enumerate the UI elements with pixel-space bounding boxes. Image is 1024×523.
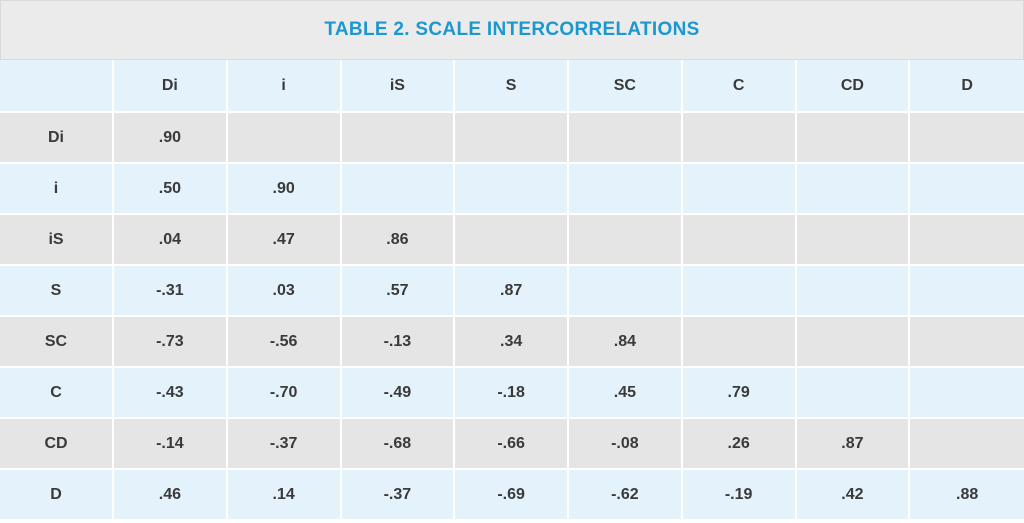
- table-cell: [569, 113, 683, 164]
- table-row: Di .90: [0, 113, 1024, 164]
- column-header-is: iS: [341, 60, 456, 113]
- column-header-sc: SC: [569, 60, 683, 113]
- table-cell: -.66: [455, 419, 569, 470]
- table-cell: -.62: [569, 470, 683, 521]
- column-header-row: Di i iS S SC C CD D: [0, 60, 1024, 113]
- table-cell: [682, 113, 797, 164]
- table-cell: -.08: [569, 419, 683, 470]
- table-cell: .90: [114, 113, 228, 164]
- table-cell: [341, 164, 456, 215]
- table-cell: -.31: [114, 266, 228, 317]
- row-header: i: [0, 164, 114, 215]
- table-cell: [910, 317, 1024, 368]
- table-cell: [910, 368, 1024, 419]
- table-cell: .03: [227, 266, 342, 317]
- row-header: Di: [0, 113, 114, 164]
- table-cell: [682, 317, 797, 368]
- table-cell: [227, 113, 342, 164]
- table-cell: [455, 113, 569, 164]
- table-row: S -.31.03.57.87: [0, 266, 1024, 317]
- table-cell: .57: [341, 266, 456, 317]
- table-cell: [569, 266, 683, 317]
- table-row: i .50.90: [0, 164, 1024, 215]
- table-cell: [796, 113, 911, 164]
- table-cell: -.37: [227, 419, 342, 470]
- table-cell: [796, 164, 911, 215]
- row-header: iS: [0, 215, 114, 266]
- table-cell: [796, 266, 911, 317]
- table-cell: -.70: [227, 368, 342, 419]
- table-cell: .14: [227, 470, 342, 521]
- table-cell: .87: [455, 266, 569, 317]
- table-cell: .47: [227, 215, 342, 266]
- table-cell: [910, 215, 1024, 266]
- table-cell: [910, 164, 1024, 215]
- table-cell: .84: [569, 317, 683, 368]
- table-cell: .42: [796, 470, 911, 521]
- table-cell: [569, 215, 683, 266]
- table-cell: .86: [341, 215, 456, 266]
- table-cell: [910, 266, 1024, 317]
- table-cell: -.14: [114, 419, 228, 470]
- table-cell: -.68: [341, 419, 456, 470]
- table-row: iS .04.47.86: [0, 215, 1024, 266]
- table-cell: .26: [682, 419, 797, 470]
- table-cell: [682, 215, 797, 266]
- column-header-d: D: [910, 60, 1024, 113]
- table-cell: .45: [569, 368, 683, 419]
- column-header-c: C: [682, 60, 797, 113]
- row-header: S: [0, 266, 114, 317]
- row-header: SC: [0, 317, 114, 368]
- table-cell: [796, 317, 911, 368]
- row-header: D: [0, 470, 114, 521]
- row-header: CD: [0, 419, 114, 470]
- table-cell: -.43: [114, 368, 228, 419]
- correlation-table: Di i iS S SC C CD D Di .90 i .50.90 iS .04.47…: [0, 60, 1024, 521]
- table-cell: .34: [455, 317, 569, 368]
- table-row: D .46.14 -.37 -.69 -.62 -.19.42.88: [0, 470, 1024, 521]
- column-header-corner: [0, 60, 114, 113]
- table-cell: -.73: [114, 317, 228, 368]
- table-cell: [682, 164, 797, 215]
- table-cell: -.19: [682, 470, 797, 521]
- table-cell: [910, 419, 1024, 470]
- table-cell: -.69: [455, 470, 569, 521]
- table-cell: .88: [910, 470, 1024, 521]
- table-cell: -.13: [341, 317, 456, 368]
- table-cell: [682, 266, 797, 317]
- table-cell: -.37: [341, 470, 456, 521]
- table-row: CD -.14 -.37 -.68 -.66 -.08.26.87: [0, 419, 1024, 470]
- table-cell: [796, 368, 911, 419]
- column-header-i: i: [227, 60, 342, 113]
- table-cell: .79: [682, 368, 797, 419]
- table-cell: -.18: [455, 368, 569, 419]
- table-cell: [569, 164, 683, 215]
- table-cell: -.56: [227, 317, 342, 368]
- table-cell: .50: [114, 164, 228, 215]
- table-row: C -.43 -.70 -.49 -.18.45.79: [0, 368, 1024, 419]
- column-header-cd: CD: [796, 60, 911, 113]
- table-cell: [796, 215, 911, 266]
- table-cell: -.49: [341, 368, 456, 419]
- table-cell: .90: [227, 164, 342, 215]
- table-cell: .46: [114, 470, 228, 521]
- column-header-s: S: [455, 60, 569, 113]
- column-header-di: Di: [114, 60, 228, 113]
- table-cell: .04: [114, 215, 228, 266]
- table-cell: [455, 215, 569, 266]
- table-cell: [455, 164, 569, 215]
- table-cell: [910, 113, 1024, 164]
- table-row: SC -.73 -.56 -.13.34.84: [0, 317, 1024, 368]
- table-cell: .87: [796, 419, 911, 470]
- row-header: C: [0, 368, 114, 419]
- table-title: TABLE 2. SCALE INTERCORRELATIONS: [0, 0, 1024, 60]
- table-cell: [341, 113, 456, 164]
